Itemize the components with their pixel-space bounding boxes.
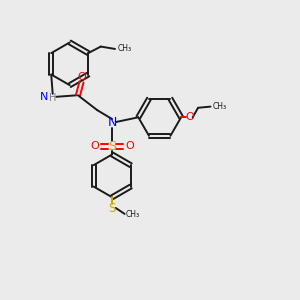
Text: H: H (49, 93, 56, 103)
Text: N: N (40, 92, 49, 102)
Text: O: O (90, 141, 99, 152)
Text: CH₃: CH₃ (118, 44, 132, 53)
Text: O: O (185, 112, 194, 122)
Text: S: S (109, 202, 116, 215)
Text: S: S (108, 140, 116, 153)
Text: N: N (107, 116, 117, 129)
Text: O: O (125, 141, 134, 152)
Text: O: O (77, 72, 86, 82)
Text: CH₃: CH₃ (126, 210, 140, 219)
Text: CH₃: CH₃ (212, 101, 226, 110)
